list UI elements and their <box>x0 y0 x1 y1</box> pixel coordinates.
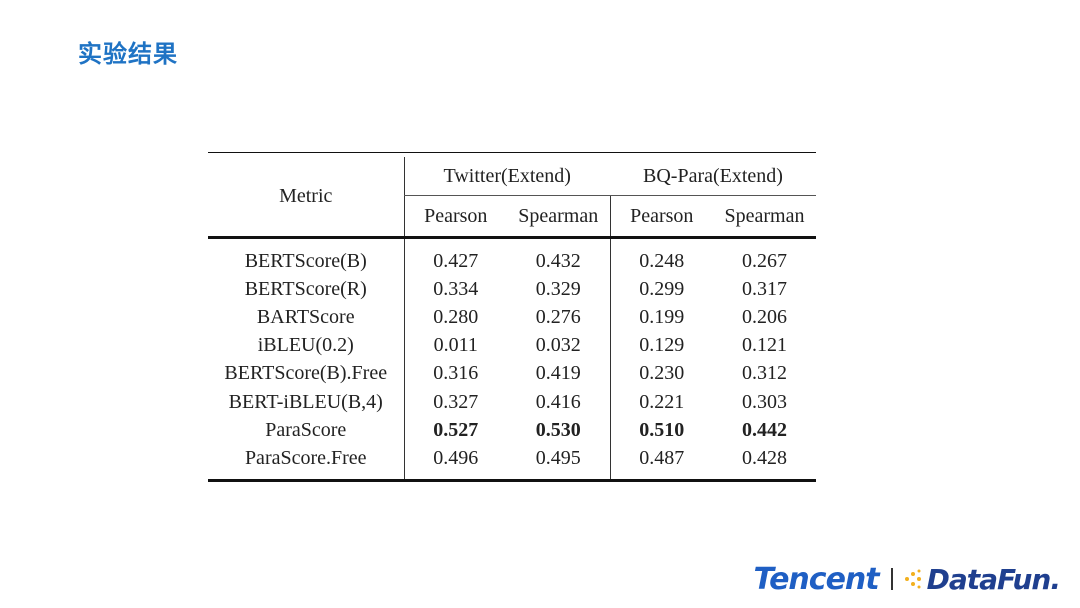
value-cell: 0.316 <box>403 359 507 388</box>
datafun-logo: DataFun. <box>903 562 1061 596</box>
datafun-wordmark: DataFun. <box>926 562 1061 596</box>
group-header-twitter: Twitter(Extend) <box>403 157 610 196</box>
value-cell: 0.427 <box>403 237 507 276</box>
table-row: ParaScore.Free 0.496 0.495 0.487 0.428 <box>208 444 816 482</box>
value-cell: 0.334 <box>403 275 507 304</box>
value-cell: 0.317 <box>742 277 787 300</box>
value-cell: 0.495 <box>507 444 610 482</box>
metric-cell: BERTScore(B) <box>244 249 367 272</box>
table-top-rule <box>208 152 816 157</box>
value-cell: 0.248 <box>609 237 713 276</box>
value-cell: 0.299 <box>609 275 713 304</box>
value-cell: 0.416 <box>535 390 581 413</box>
value-cell: 0.432 <box>535 249 581 272</box>
metric-cell: iBLEU(0.2) <box>257 334 354 357</box>
table-row: BARTScore 0.280 0.276 0.199 0.206 <box>208 303 816 332</box>
group-header-bq-para: BQ-Para(Extend) <box>610 157 816 196</box>
value-cell: 0.276 <box>535 305 581 328</box>
footer-logos: Tencent DataFun. <box>753 561 1061 597</box>
value-cell-best: 0.530 <box>535 418 581 441</box>
value-cell: 0.280 <box>403 303 507 332</box>
value-cell: 0.011 <box>403 331 507 360</box>
metric-cell: BERTScore(R) <box>244 277 367 300</box>
value-cell: 0.428 <box>713 444 816 482</box>
table-row: iBLEU(0.2) 0.011 0.032 0.129 0.121 <box>208 331 816 360</box>
metric-header: Metric <box>279 185 333 207</box>
table-row-best: ParaScore 0.527 0.530 0.510 0.442 <box>208 416 816 445</box>
value-cell: 0.199 <box>609 303 713 332</box>
subheader-pearson-twitter: Pearson <box>403 195 507 238</box>
table-row: BERTScore(B) 0.427 0.432 0.248 0.267 <box>208 237 816 276</box>
metric-cell: BARTScore <box>256 305 355 328</box>
slide-title: 实验结果 <box>78 40 178 68</box>
value-cell: 0.267 <box>742 249 787 272</box>
table-row: BERT-iBLEU(B,4) 0.327 0.416 0.221 0.303 <box>208 387 816 417</box>
value-cell: 0.419 <box>535 362 581 385</box>
value-cell: 0.487 <box>609 444 713 482</box>
table-body: BERTScore(B) 0.427 0.432 0.248 0.267 BER… <box>208 237 816 482</box>
value-cell: 0.221 <box>609 387 713 417</box>
subheader-spearman-bq: Spearman <box>724 204 805 227</box>
value-cell-best: 0.442 <box>742 418 787 441</box>
subheader-spearman-twitter: Spearman <box>518 204 599 227</box>
value-cell-best: 0.527 <box>403 416 507 445</box>
value-cell: 0.206 <box>742 305 787 328</box>
value-cell: 0.303 <box>742 390 787 413</box>
logo-divider <box>890 568 893 590</box>
value-cell: 0.496 <box>403 444 507 482</box>
value-cell: 0.121 <box>742 334 787 357</box>
subheader-pearson-bq: Pearson <box>609 195 713 238</box>
metric-cell: ParaScore.Free <box>208 444 404 482</box>
value-cell-best: 0.510 <box>609 416 713 445</box>
metric-cell: BERTScore(B).Free <box>224 362 388 385</box>
results-table-container: Metric Twitter(Extend) BQ-Para(Extend) P… <box>208 152 816 482</box>
value-cell: 0.312 <box>742 362 787 385</box>
value-cell: 0.129 <box>609 331 713 360</box>
metric-cell: BERT-iBLEU(B,4) <box>228 390 383 413</box>
tencent-logo: Tencent <box>753 561 879 597</box>
table-row: BERTScore(B).Free 0.316 0.419 0.230 0.31… <box>208 359 816 388</box>
table-row: BERTScore(R) 0.334 0.329 0.299 0.317 <box>208 275 816 304</box>
value-cell: 0.327 <box>403 387 507 417</box>
datafun-dots-icon <box>904 569 921 589</box>
metric-cell: ParaScore <box>265 418 347 441</box>
value-cell: 0.329 <box>535 277 581 300</box>
value-cell: 0.032 <box>535 334 581 357</box>
results-table: Metric Twitter(Extend) BQ-Para(Extend) P… <box>208 152 816 482</box>
value-cell: 0.230 <box>609 359 713 388</box>
